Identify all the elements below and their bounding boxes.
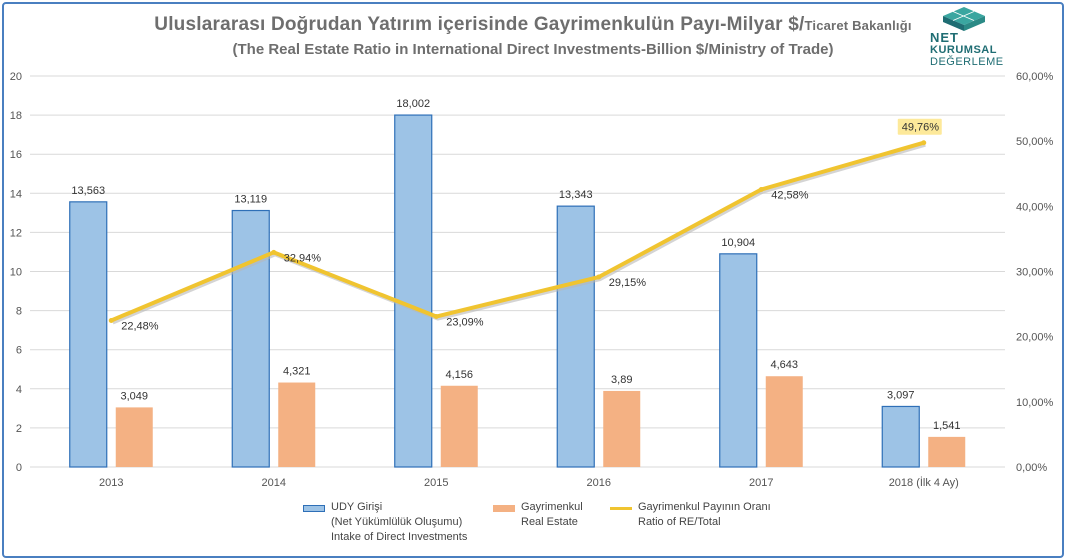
chart-title-source: Ticaret Bakanlığı [804, 18, 912, 33]
chart-title-main: Uluslararası Doğrudan Yatırım içerisinde… [154, 14, 805, 35]
ratio-point [921, 140, 927, 146]
ratio-line-shadow [111, 142, 926, 325]
legend-ratio-line1: Gayrimenkul Payının Oranı [638, 501, 771, 513]
bar-real-estate-label: 4,321 [283, 366, 311, 378]
bar-udy-label: 18,002 [396, 98, 430, 110]
bar-real-estate [603, 390, 641, 467]
x-tick-label: 2018 (İlk 4 Ay) [889, 476, 959, 489]
x-tick-label: 2013 [99, 477, 123, 489]
bar-udy [69, 201, 108, 468]
company-logo: NET KURUMSAL DEĞERLEME [928, 6, 1008, 72]
ratio-point [596, 274, 602, 280]
legend-ratio-line2: Ratio of RE/Total [638, 516, 721, 528]
y-left-tick-label: 16 [10, 149, 22, 161]
y-left-tick-label: 2 [16, 423, 22, 435]
bar-udy [881, 405, 920, 468]
bar-real-estate [765, 376, 803, 467]
legend-udy-line3: Intake of Direct Investments [331, 531, 468, 543]
x-tick-label: 2014 [262, 477, 286, 489]
y-right-tick-label: 50,00% [1016, 136, 1054, 148]
ratio-label: 23,09% [446, 317, 484, 329]
bar-real-estate-label: 1,541 [933, 420, 961, 432]
bar-real-estate-label: 4,156 [445, 369, 473, 381]
bar-real-estate [115, 407, 153, 467]
bar-udy [719, 253, 758, 468]
bar-udy [394, 114, 433, 468]
ratio-label: 22,48% [121, 321, 159, 333]
bar-udy-label: 3,097 [887, 389, 915, 401]
ratio-point [758, 187, 764, 193]
ratio-point [108, 318, 114, 324]
bar-udy-label: 13,563 [71, 185, 105, 197]
logo-cube-icon [943, 7, 985, 31]
bar-udy-label: 13,343 [559, 189, 593, 201]
legend-udy-line1: UDY Girişi [331, 501, 383, 513]
y-left-tick-label: 12 [10, 227, 22, 239]
y-left-tick-label: 0 [16, 462, 22, 474]
logo-text-kurumsal: KURUMSAL [930, 44, 997, 56]
ratio-label: 42,58% [771, 190, 809, 202]
ratio-point [271, 249, 277, 255]
bar-real-estate-label: 4,643 [770, 359, 798, 371]
legend-real-estate-line2: Real Estate [521, 516, 578, 528]
y-right-tick-label: 30,00% [1016, 267, 1054, 279]
ratio-label: 32,94% [284, 252, 322, 264]
x-tick-label: 2015 [424, 477, 448, 489]
y-left-tick-label: 18 [10, 110, 22, 122]
ratio-line [110, 140, 925, 323]
legend-real-estate-line1: Gayrimenkul [521, 501, 583, 513]
y-right-tick-label: 10,00% [1016, 397, 1054, 409]
y-right-tick-label: 60,00% [1016, 71, 1054, 83]
bar-udy-label: 13,119 [234, 194, 267, 206]
legend-swatch-ratio [610, 507, 632, 510]
chart-title: Uluslararası Doğrudan Yatırım içerisinde… [0, 14, 1066, 36]
y-left-tick-label: 4 [16, 384, 22, 396]
bar-udy [231, 209, 270, 468]
legend-swatch-udy [303, 505, 325, 512]
logo-text-degerleme: DEĞERLEME [930, 56, 1004, 68]
x-tick-label: 2017 [749, 477, 773, 489]
bar-udy [556, 205, 595, 468]
y-left-tick-label: 20 [10, 71, 22, 83]
x-tick-label: 2016 [587, 477, 611, 489]
y-left-tick-label: 14 [10, 188, 22, 200]
y-right-tick-label: 40,00% [1016, 201, 1054, 213]
y-right-tick-label: 0,00% [1016, 462, 1047, 474]
bar-real-estate [440, 385, 478, 467]
legend-swatch-real-estate [493, 505, 515, 512]
y-left-tick-label: 8 [16, 306, 22, 318]
chart-subtitle: (The Real Estate Ratio in International … [232, 41, 834, 58]
y-left-tick-label: 6 [16, 345, 22, 357]
ratio-label-highlight [897, 118, 942, 135]
logo-text-net: NET [930, 30, 959, 45]
y-left-tick-label: 10 [10, 267, 22, 279]
ratio-label: 49,76% [902, 122, 940, 134]
bar-real-estate [278, 382, 316, 467]
bar-udy-label: 10,904 [721, 237, 755, 249]
legend-udy-line2: (Net Yükümlülük Oluşumu) [331, 516, 463, 528]
bar-real-estate [928, 436, 966, 467]
bar-real-estate-label: 3,89 [611, 374, 632, 386]
ratio-label: 29,15% [609, 277, 647, 289]
y-right-tick-label: 20,00% [1016, 332, 1054, 344]
bar-real-estate-label: 3,049 [120, 390, 148, 402]
ratio-point [433, 314, 439, 320]
